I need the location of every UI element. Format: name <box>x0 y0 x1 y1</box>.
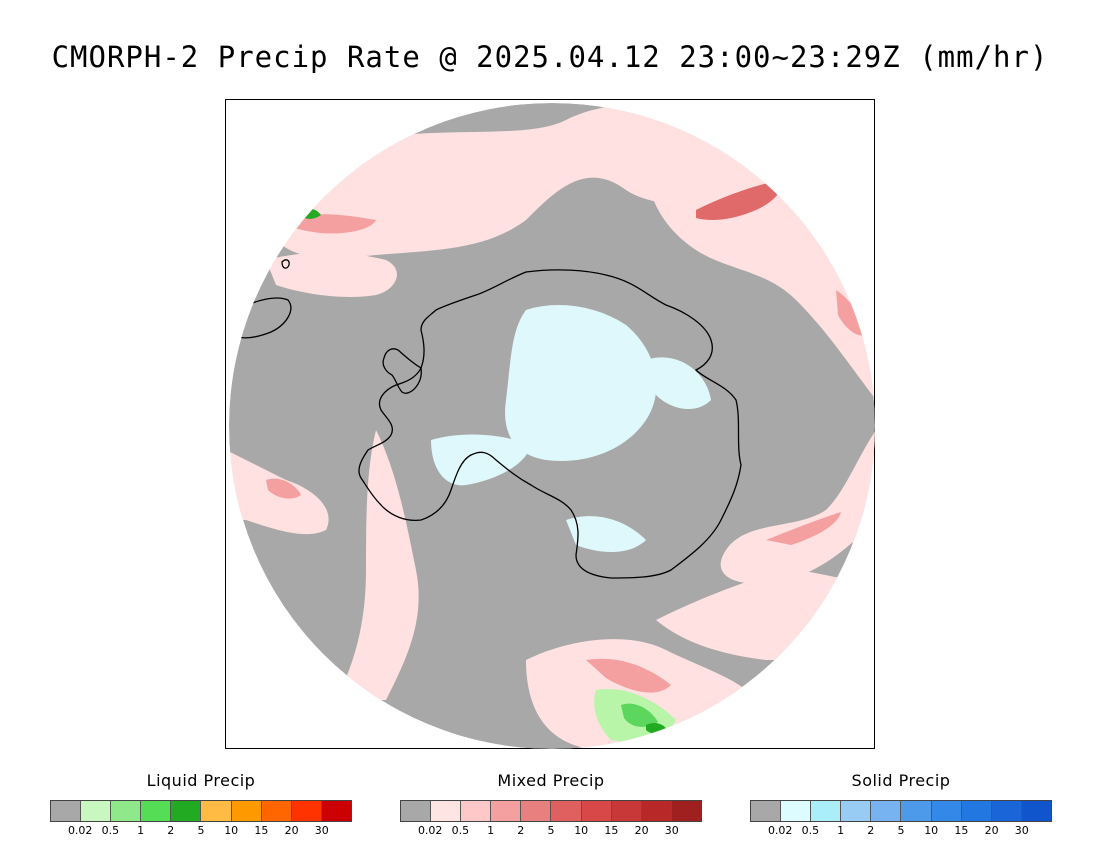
legend-swatch <box>751 801 782 821</box>
legend-swatch <box>871 801 902 821</box>
legend-tick-label: 0.5 <box>101 824 120 837</box>
solid-precip-coastal-strip <box>566 516 646 552</box>
legend-swatch <box>521 801 552 821</box>
legend-tick-labels: 0.02 0.5 1 2 5 10 15 20 30 <box>750 824 1052 840</box>
mixed-precip-band-east <box>720 430 875 584</box>
legend-title: Solid Precip <box>851 771 951 790</box>
legend-tick-label: 0.5 <box>451 824 470 837</box>
legend-tick-label: 30 <box>314 824 329 837</box>
solid-precip-east-interior <box>646 357 711 410</box>
mixed-precip-cell-northeast <box>696 180 782 220</box>
legend-swatch <box>111 801 142 821</box>
legend-tick-label: 2 <box>517 824 525 837</box>
legend-tick-label: 0.5 <box>801 824 820 837</box>
legend-tick-label: 10 <box>924 824 939 837</box>
mixed-precip-cell-south <box>586 658 671 693</box>
legend-tick-label: 20 <box>634 824 649 837</box>
legend-tick-label: 30 <box>1014 824 1029 837</box>
mixed-precip-cell-southeast <box>766 512 841 545</box>
legend-tick-label: 1 <box>487 824 495 837</box>
legend-title: Liquid Precip <box>146 771 256 790</box>
legend-swatch <box>171 801 202 821</box>
map-title: CMORPH-2 Precip Rate @ 2025.04.12 23:00~… <box>51 40 1049 74</box>
legend-color-bar <box>50 800 352 822</box>
legend-solid-precip: Solid Precip 0.02 0.5 1 2 5 10 15 20 30 <box>750 770 1052 840</box>
solid-precip-ross-sector <box>431 434 531 486</box>
legend-swatch <box>231 801 262 821</box>
legend-swatch <box>901 801 932 821</box>
legend-swatch <box>291 801 322 821</box>
legend-swatch <box>491 801 522 821</box>
legend-swatch <box>261 801 292 821</box>
legend-swatch <box>51 801 82 821</box>
legend-swatch <box>841 801 872 821</box>
legend-tick-label: 10 <box>224 824 239 837</box>
legend-tick-label: 20 <box>284 824 299 837</box>
antarctica-coastline <box>358 269 742 579</box>
legend-tick-label: 15 <box>604 824 619 837</box>
legend-tick-label: 2 <box>167 824 175 837</box>
legend-swatch <box>1021 801 1051 821</box>
legend-tick-labels: 0.02 0.5 1 2 5 10 15 20 30 <box>400 824 702 840</box>
legend-swatch <box>581 801 612 821</box>
legend-swatch <box>141 801 172 821</box>
legend-swatch <box>611 801 642 821</box>
legend-tick-label: 0.02 <box>767 824 793 837</box>
legend-swatch <box>931 801 962 821</box>
legend-tick-label: 5 <box>197 824 205 837</box>
legend-swatch <box>671 801 701 821</box>
legend-mixed-precip: Mixed Precip 0.02 0.5 1 2 5 10 15 20 30 <box>400 770 702 840</box>
legend-swatch <box>991 801 1022 821</box>
legend-swatch <box>461 801 492 821</box>
legend-tick-labels: 0.02 0.5 1 2 5 10 15 20 30 <box>50 824 352 840</box>
legend-tick-label: 15 <box>954 824 969 837</box>
legend-title: Mixed Precip <box>497 771 605 790</box>
legend-color-bar <box>750 800 1052 822</box>
legend-swatch <box>401 801 432 821</box>
legend-tick-label: 5 <box>897 824 905 837</box>
mixed-precip-cell-northwest <box>286 214 376 234</box>
legend-color-bar <box>400 800 702 822</box>
mixed-precip-band-northwest <box>266 252 397 297</box>
solid-precip-interior <box>505 305 657 461</box>
mixed-precip-band-southwest <box>336 430 419 700</box>
legend-tick-label: 15 <box>254 824 269 837</box>
legend-tick-label: 5 <box>547 824 555 837</box>
antarctic-peninsula-coastline <box>382 348 422 394</box>
legend-tick-label: 0.02 <box>67 824 93 837</box>
south-georgia-coastline <box>281 259 290 269</box>
polar-precip-map <box>229 103 875 749</box>
legend-tick-label: 2 <box>867 824 875 837</box>
legend-tick-label: 30 <box>664 824 679 837</box>
polar-map-frame <box>225 99 875 749</box>
legend-swatch <box>641 801 672 821</box>
legend-swatch <box>321 801 351 821</box>
legend-swatch <box>781 801 812 821</box>
legend-swatch <box>961 801 992 821</box>
mixed-precip-cell-east <box>836 290 866 336</box>
legend-tick-label: 10 <box>574 824 589 837</box>
legend-liquid-precip: Liquid Precip 0.02 0.5 1 2 5 10 15 20 30 <box>50 770 352 840</box>
legend-swatch <box>81 801 112 821</box>
mixed-precip-cell-west <box>266 478 301 499</box>
legend-tick-label: 1 <box>837 824 845 837</box>
legend-swatch <box>811 801 842 821</box>
liquid-precip-cell-south <box>621 703 658 727</box>
legend-swatch <box>201 801 232 821</box>
legend-tick-label: 1 <box>137 824 145 837</box>
legend-swatch <box>551 801 582 821</box>
legend-tick-label: 20 <box>984 824 999 837</box>
legend-tick-label: 0.02 <box>417 824 443 837</box>
legend-swatch <box>431 801 462 821</box>
